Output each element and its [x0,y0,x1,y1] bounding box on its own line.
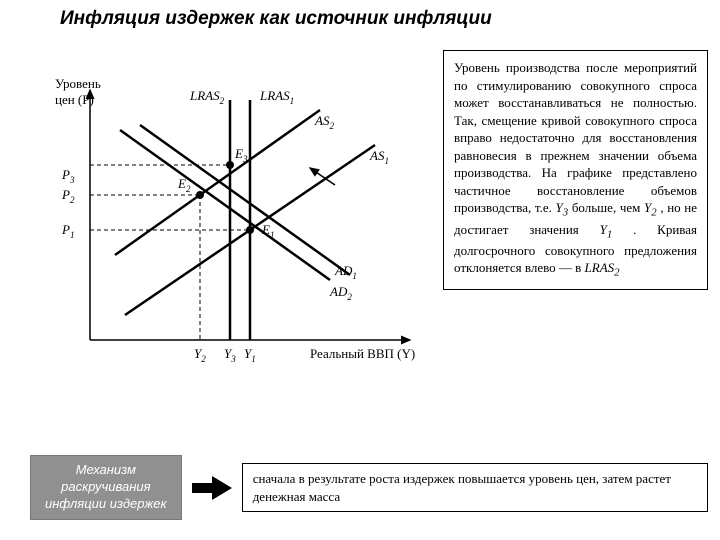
exp-lras-sub: 2 [614,267,619,279]
explanation-box: Уровень производства после мероприятий п… [443,50,708,290]
svg-text:LRAS2: LRAS2 [189,88,225,106]
svg-text:LRAS1: LRAS1 [259,88,294,106]
svg-text:AD2: AD2 [329,284,352,302]
exp-mid1: больше, чем [572,200,644,215]
svg-text:P2: P2 [61,187,75,205]
page-title: Инфляция издержек как источник инфляции [60,8,492,30]
svg-text:AS2: AS2 [314,113,334,131]
economics-chart: Уровеньцен (P) Реальный ВВП (Y) LRAS1 LRAS2… [30,50,430,390]
chart-svg: Уровеньцен (P) Реальный ВВП (Y) LRAS1 LRAS2… [30,50,430,390]
exp-y2-sub: 2 [651,207,656,219]
mech-l2: раскручивания [45,479,167,496]
exp-y1-sub: 1 [607,228,612,240]
arrow-icon [192,473,232,503]
mech-l1: Механизм [45,462,167,479]
svg-text:Y3: Y3 [224,346,236,364]
mechanism-label: Механизм раскручивания инфляции издержек [30,455,182,520]
svg-text:цен (P): цен (P) [55,92,94,107]
svg-text:Уровень: Уровень [55,76,101,91]
svg-text:P1: P1 [61,222,75,240]
svg-text:E1: E1 [261,222,275,240]
exp-y3-sub: 3 [563,207,568,219]
svg-text:Реальный ВВП (Y): Реальный ВВП (Y) [310,346,415,361]
mechanism-row: Механизм раскручивания инфляции издержек… [30,455,708,520]
exp-prefix: Уровень производства после мероприятий п… [454,60,697,215]
mech-l3: инфляции издержек [45,496,167,513]
svg-text:Y2: Y2 [194,346,206,364]
exp-y3: Y [556,200,563,215]
exp-lras: LRAS [585,260,615,275]
exp-y1: Y [600,222,607,237]
svg-text:Y1: Y1 [244,346,256,364]
svg-text:AS1: AS1 [369,148,389,166]
svg-text:P3: P3 [61,167,75,185]
svg-text:E3: E3 [234,146,248,164]
mechanism-text: сначала в результате роста издержек повы… [242,463,708,512]
